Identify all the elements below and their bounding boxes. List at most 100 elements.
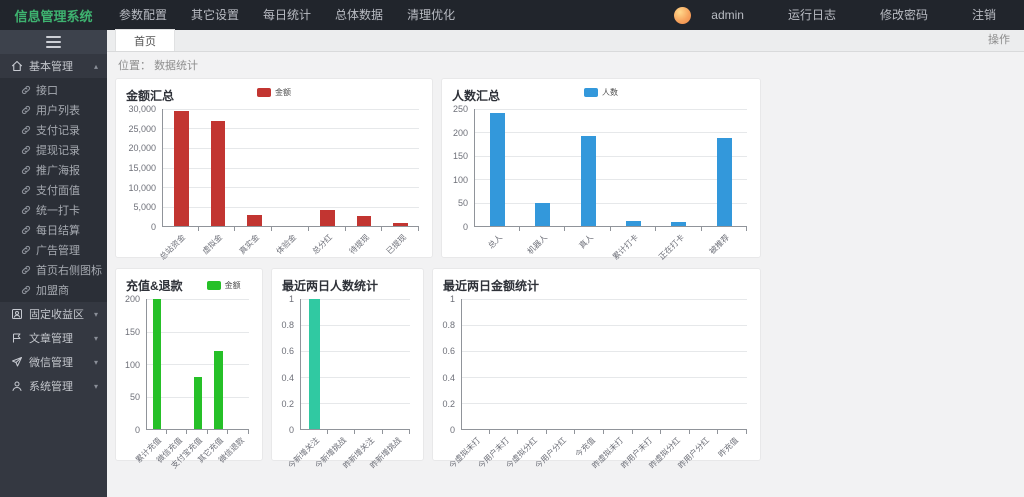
sidebar-section-label: 固定收益区 (29, 309, 84, 321)
nav-right-item-2[interactable]: 修改密码 (879, 8, 928, 22)
nav-right-item-1[interactable]: 运行日志 (787, 8, 836, 22)
tab-bar: 首页 操作 (107, 29, 1024, 52)
y-tick-label: 0.8 (281, 320, 294, 331)
nav-item-4[interactable]: 总体数据 (335, 8, 384, 22)
chart-legend[interactable]: 金额 (257, 87, 291, 98)
link-icon (21, 245, 31, 255)
app-logo[interactable]: 信息管理系统 (14, 8, 93, 24)
y-tick-label: 0.4 (281, 372, 294, 383)
sidebar-item-label: 广告管理 (36, 245, 80, 257)
sidebar-item-11[interactable]: 加盟商 (0, 280, 107, 300)
main-content: 首页 操作 位置： 数据统计 金额汇总 金额 30,000 25,000 20,000 1… (107, 29, 1024, 497)
x-tick-label: 今充值 (573, 435, 597, 460)
y-tick-label: 0 (150, 222, 156, 232)
flag-icon (11, 332, 23, 344)
y-tick-label: 5,000 (133, 202, 156, 213)
avatar[interactable] (674, 6, 692, 24)
sidebar-section-fixed-income[interactable]: 固定收益区 ▾ (0, 302, 107, 326)
y-tick-label: 50 (129, 392, 140, 403)
sidebar-collapse-button[interactable] (0, 30, 107, 54)
home-icon (11, 60, 23, 72)
sidebar-item-7[interactable]: 统一打卡 (0, 200, 107, 220)
sidebar-item-3[interactable]: 支付记录 (0, 120, 107, 140)
bar (580, 135, 596, 226)
bar (393, 222, 409, 226)
chart-canvas: 200 150 100 50 0 累计充值 微信充值 支付宝充值 其它充值 微信退款 (116, 294, 262, 470)
sidebar-item-4[interactable]: 提现记录 (0, 140, 107, 160)
sidebar-item-label: 提现记录 (36, 145, 80, 157)
sidebar-item-6[interactable]: 支付面值 (0, 180, 107, 200)
link-icon (21, 85, 31, 95)
x-tick-label: 真实金 (237, 232, 261, 257)
sidebar-section-wechat-management[interactable]: 微信管理 ▾ (0, 350, 107, 374)
y-tick-label: 200 (452, 127, 468, 138)
y-tick-label: 0.6 (281, 346, 294, 357)
y-tick-label: 0.2 (442, 398, 455, 409)
username[interactable]: admin (711, 8, 744, 22)
bar (356, 216, 372, 226)
legend-swatch-icon (257, 88, 271, 97)
tab-actions-button[interactable]: 操作 (988, 34, 1010, 46)
y-tick-label: 1 (449, 294, 455, 304)
sidebar-item-5[interactable]: 推广海报 (0, 160, 107, 180)
nav-item-2[interactable]: 其它设置 (191, 8, 240, 22)
chart-canvas: 250 200 150 100 50 0 总人 机器人 真人 累计打卡 正在打卡 被推荐 (442, 104, 760, 262)
chart-legend[interactable]: 金额 (206, 280, 241, 291)
sidebar-item-label: 接口 (36, 85, 58, 97)
sidebar-item-1[interactable]: 接口 (0, 80, 107, 100)
x-tick-label: 机器人 (525, 232, 550, 257)
chart-panel-recharge-refund: 充值&退款 金额 200 150 100 50 0 累计充值 微信充值 支付宝充值 其它充值 微信退款 (115, 268, 263, 470)
nav-right-item-3[interactable]: 注销 (971, 8, 996, 22)
sidebar-section-label: 系统管理 (29, 381, 73, 393)
y-tick-label: 50 (457, 198, 468, 209)
navbar-menu: 参数配置 其它设置 每日统计 总体数据 清理优化 (107, 0, 467, 30)
plot-area (474, 109, 747, 227)
sidebar-item-8[interactable]: 每日结算 (0, 220, 107, 240)
bar (626, 221, 642, 226)
bar (320, 209, 335, 226)
person-icon (11, 380, 23, 392)
x-tick-label: 累计打卡 (611, 232, 641, 262)
chart-panel-two-day-amount: 最近两日金额统计 1 0.8 0.6 0.4 0.2 0 今虚拟未打 今用户未打 今虚拟分红 今用户… (432, 268, 761, 470)
plot-area (300, 299, 410, 430)
x-tick-label: 待提现 (347, 232, 372, 257)
y-tick-label: 150 (452, 151, 468, 162)
sidebar-item-2[interactable]: 用户列表 (0, 100, 107, 120)
sidebar-section-label: 微信管理 (29, 357, 73, 369)
x-tick-label: 被推荐 (707, 232, 732, 257)
sidebar-section-article-management[interactable]: 文章管理 ▾ (0, 326, 107, 350)
sidebar: 基本管理 ▴ 接口用户列表支付记录提现记录推广海报 支付面值 统一打卡每日结算广告管理首… (0, 30, 107, 497)
tab-home[interactable]: 首页 (115, 29, 175, 51)
sidebar-item-label: 每日结算 (36, 225, 80, 237)
sidebar-item-10[interactable]: 首页右侧图标 (0, 260, 107, 280)
sidebar-item-9[interactable]: 广告管理 (0, 240, 107, 260)
chart-legend[interactable]: 人数 (584, 87, 618, 98)
hamburger-icon (46, 36, 61, 48)
sidebar-section-basic-management[interactable]: 基本管理 ▴ (0, 54, 107, 78)
chart-panel-amount-summary: 金额汇总 金额 30,000 25,000 20,000 15,000 10,000 5,00… (115, 78, 433, 262)
navbar-user-area: admin 运行日志 修改密码 注销 (674, 0, 1024, 30)
sidebar-menu: 基本管理 ▴ 接口用户列表支付记录提现记录推广海报 支付面值 统一打卡每日结算广告管理首… (0, 54, 107, 398)
bar (173, 110, 189, 226)
y-tick-label: 0.2 (281, 398, 294, 409)
y-tick-label: 1 (288, 294, 294, 304)
breadcrumb: 位置： 数据统计 (107, 52, 1024, 77)
caret-down-icon: ▾ (93, 357, 98, 367)
nav-item-3[interactable]: 每日统计 (263, 8, 312, 22)
sidebar-section-system-management[interactable]: 系统管理 ▾ (0, 374, 107, 398)
bar (716, 138, 732, 226)
nav-item-1[interactable]: 参数配置 (119, 8, 168, 22)
x-tick-label: 总站资金 (158, 232, 188, 262)
x-tick-label: 虚拟金 (200, 232, 225, 257)
caret-down-icon: ▾ (93, 381, 98, 391)
link-icon (21, 185, 31, 195)
link-icon (21, 205, 31, 215)
link-icon (21, 285, 31, 295)
nav-item-5[interactable]: 清理优化 (407, 8, 456, 22)
sidebar-item-label: 支付记录 (36, 125, 80, 137)
charts-grid: 金额汇总 金额 30,000 25,000 20,000 15,000 10,000 5,00… (107, 77, 1024, 471)
bar (671, 222, 687, 226)
breadcrumb-label: 位置： (118, 60, 151, 72)
legend-label: 人数 (602, 88, 618, 97)
y-tick-label: 100 (452, 174, 468, 185)
